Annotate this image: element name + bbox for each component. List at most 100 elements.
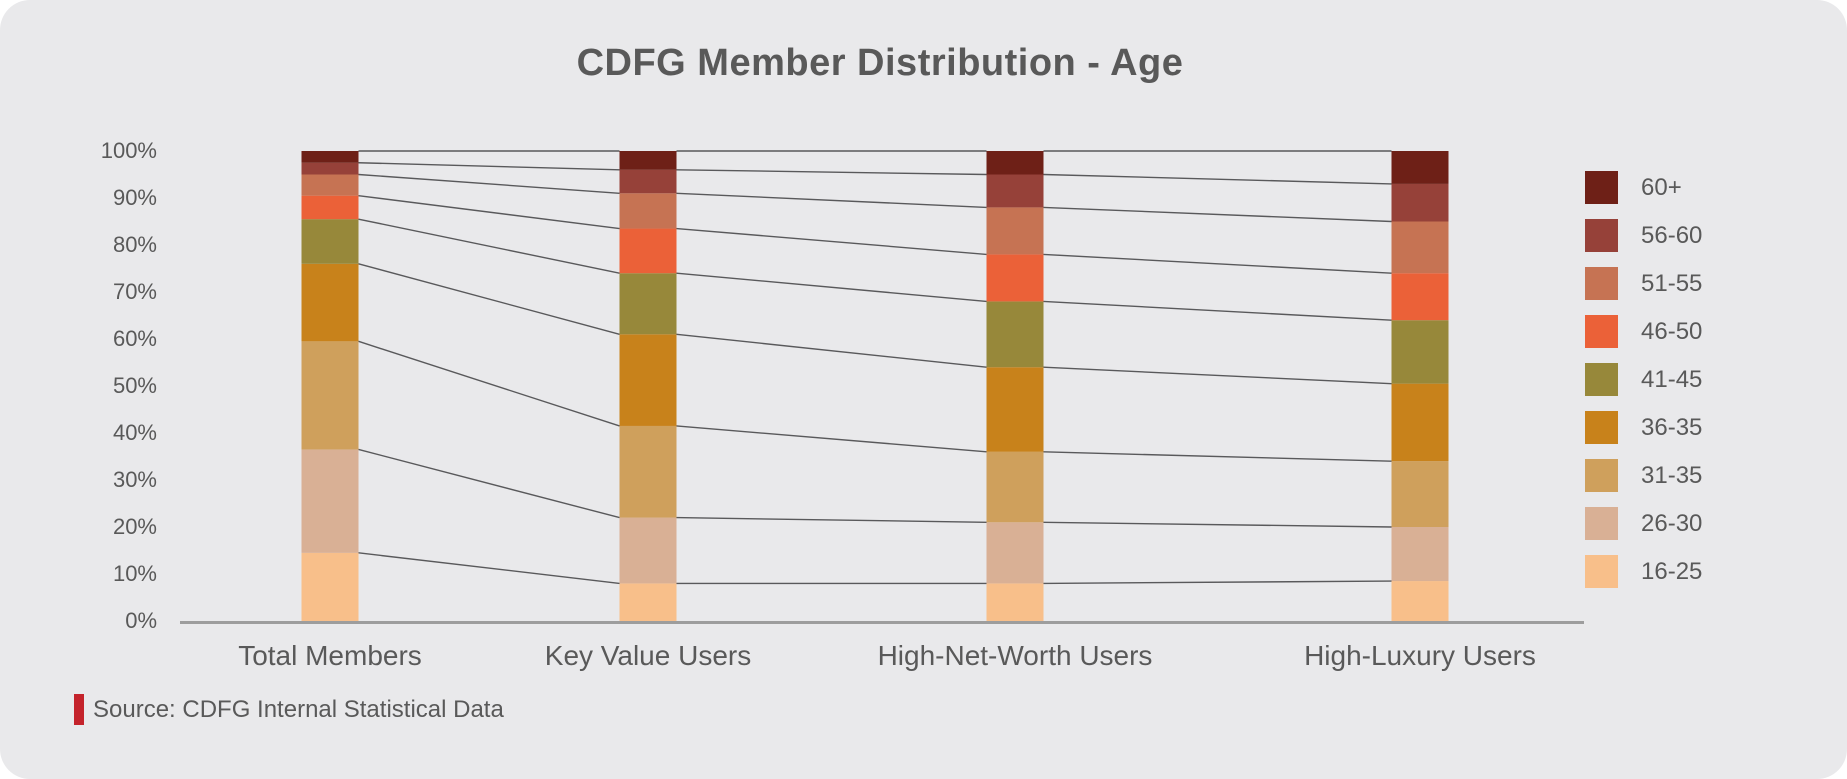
- bar-segment-high-luxury-users-31-35: [1391, 461, 1449, 527]
- connector-line-41-45: [1043, 300, 1392, 321]
- bar-segment-key-value-users-46-50: [619, 228, 677, 274]
- legend-item-51-55: 51-55: [1585, 267, 1702, 300]
- connector-line-36-35: [358, 263, 620, 335]
- bar-segment-total-members-41-45: [301, 219, 359, 264]
- source-note: Source: CDFG Internal Statistical Data: [74, 694, 504, 725]
- legend-label-26-30: 26-30: [1641, 510, 1703, 537]
- connector-line-51-55: [358, 173, 620, 194]
- connector-line-26-30: [358, 448, 620, 519]
- legend-label-36-35: 36-35: [1641, 414, 1703, 441]
- bar-segment-high-net-worth-users-31-35: [986, 451, 1044, 523]
- bar-segment-high-net-worth-users-51-55: [986, 207, 1044, 255]
- bar-segment-key-value-users-16-25: [619, 583, 677, 621]
- legend: 60+ 56-60 51-55 46-50 41-45 36-35 31-35 26-30 16…: [1585, 171, 1702, 603]
- legend-label-16-25: 16-25: [1641, 558, 1703, 585]
- connector-line-26-30: [1043, 521, 1392, 528]
- connector-line-26-30: [676, 516, 987, 523]
- bar-segment-total-members-26-30: [301, 449, 359, 553]
- bar-segment-key-value-users-31-35: [619, 425, 677, 518]
- bar-segment-high-net-worth-users-36-35: [986, 367, 1044, 452]
- legend-item-60-: 60+: [1585, 171, 1702, 204]
- bar-segment-high-luxury-users-36-35: [1391, 383, 1449, 462]
- bar-segment-total-members-56-60: [301, 162, 359, 175]
- legend-swatch-60-: [1585, 171, 1618, 204]
- bar-segment-key-value-users-56-60: [619, 169, 677, 194]
- legend-swatch-16-25: [1585, 555, 1618, 588]
- legend-swatch-36-35: [1585, 411, 1618, 444]
- connector-line-46-50: [676, 227, 987, 256]
- y-tick-80-: 80%: [112, 232, 157, 257]
- bar-segment-high-net-worth-users-46-50: [986, 254, 1044, 302]
- connector-line-31-35: [1043, 451, 1392, 462]
- bar-segment-high-net-worth-users-16-25: [986, 583, 1044, 621]
- bar-segment-high-net-worth-users-41-45: [986, 301, 1044, 368]
- connector-line-46-50: [1043, 253, 1392, 274]
- legend-swatch-46-50: [1585, 315, 1618, 348]
- x-label-high-luxury-users: High-Luxury Users: [1304, 640, 1536, 671]
- connector-line-56-60: [358, 162, 620, 171]
- connector-line-46-50: [358, 194, 620, 230]
- legend-item-16-25: 16-25: [1585, 555, 1702, 588]
- source-marker: [74, 694, 84, 725]
- bar-segment-high-net-worth-users-60-: [986, 151, 1044, 175]
- y-tick-70-: 70%: [112, 279, 157, 304]
- bar-segment-key-value-users-51-55: [619, 193, 677, 229]
- y-tick-50-: 50%: [112, 373, 157, 398]
- y-tick-30-: 30%: [112, 467, 157, 492]
- bar-segment-key-value-users-26-30: [619, 517, 677, 584]
- y-tick-40-: 40%: [112, 420, 157, 445]
- legend-swatch-31-35: [1585, 459, 1618, 492]
- x-label-high-net-worth-users: High-Net-Worth Users: [877, 640, 1153, 671]
- legend-item-41-45: 41-45: [1585, 363, 1702, 396]
- legend-label-51-55: 51-55: [1641, 270, 1703, 297]
- legend-swatch-56-60: [1585, 219, 1618, 252]
- chart-title: CDFG Member Distribution - Age: [576, 42, 1184, 84]
- bar-segment-total-members-60-: [301, 151, 359, 163]
- x-label-total-members: Total Members: [238, 640, 422, 671]
- bar-segment-high-net-worth-users-56-60: [986, 174, 1044, 208]
- connector-line-56-60: [1043, 173, 1392, 185]
- legend-item-36-35: 36-35: [1585, 411, 1702, 444]
- bar-segment-high-luxury-users-16-25: [1391, 581, 1449, 621]
- bar-segment-high-luxury-users-46-50: [1391, 273, 1449, 321]
- legend-item-56-60: 56-60: [1585, 219, 1702, 252]
- y-tick-100-: 100%: [100, 138, 157, 163]
- connector-line-51-55: [676, 192, 987, 209]
- y-tick-10-: 10%: [112, 561, 157, 586]
- bar-segment-key-value-users-36-35: [619, 334, 677, 426]
- bar-segment-high-luxury-users-56-60: [1391, 183, 1449, 222]
- connector-line-41-45: [358, 218, 620, 274]
- y-tick-60-: 60%: [112, 326, 157, 351]
- y-tick-90-: 90%: [112, 185, 157, 210]
- legend-item-46-50: 46-50: [1585, 315, 1702, 348]
- y-tick-20-: 20%: [112, 514, 157, 539]
- legend-label-31-35: 31-35: [1641, 462, 1703, 489]
- legend-label-41-45: 41-45: [1641, 366, 1703, 393]
- connector-line-36-35: [1043, 366, 1392, 385]
- connector-line-41-45: [676, 272, 987, 303]
- connector-line-31-35: [676, 425, 987, 453]
- legend-item-26-30: 26-30: [1585, 507, 1702, 540]
- bar-segment-total-members-16-25: [301, 552, 359, 621]
- bar-segment-key-value-users-60-: [619, 151, 677, 170]
- bar-segment-high-luxury-users-51-55: [1391, 221, 1449, 274]
- legend-label-60-: 60+: [1641, 174, 1682, 201]
- bar-segment-high-luxury-users-60-: [1391, 151, 1449, 184]
- legend-swatch-51-55: [1585, 267, 1618, 300]
- bar-segment-high-luxury-users-26-30: [1391, 527, 1449, 582]
- connector-line-56-60: [676, 169, 987, 176]
- connector-line-36-35: [676, 333, 987, 368]
- bar-segment-total-members-31-35: [301, 341, 359, 450]
- y-axis-labels: 0% 10% 20% 30% 40% 50% 60% 70% 80% 90% 100%: [0, 0, 157, 779]
- bar-segment-total-members-46-50: [301, 195, 359, 220]
- x-label-key-value-users: Key Value Users: [544, 640, 752, 671]
- bar-segment-total-members-36-35: [301, 263, 359, 342]
- legend-label-46-50: 46-50: [1641, 318, 1703, 345]
- connector-line-51-55: [1043, 206, 1392, 223]
- bar-segment-total-members-51-55: [301, 174, 359, 196]
- bar-segment-high-luxury-users-41-45: [1391, 320, 1449, 384]
- connector-line-16-25: [1043, 580, 1392, 585]
- bar-segment-high-net-worth-users-26-30: [986, 522, 1044, 584]
- connector-line-31-35: [358, 340, 620, 427]
